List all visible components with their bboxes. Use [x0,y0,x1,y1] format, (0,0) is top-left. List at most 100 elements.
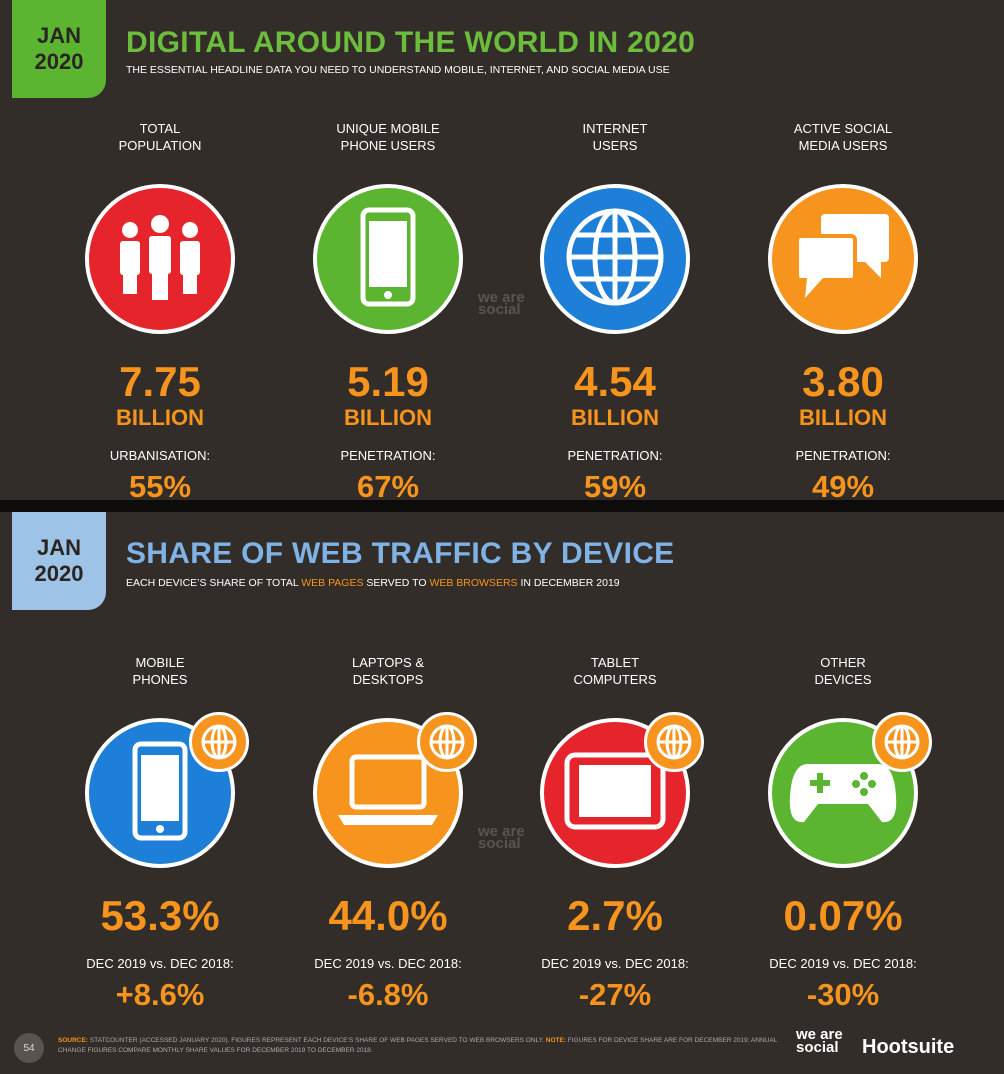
stat-card: TOTAL POPULATION 7.75 BILLION URBANISATION: 5… [50,120,270,504]
globe-badge [872,712,932,772]
icon-shape [180,240,200,275]
icon-shape [132,741,188,840]
stat-value: 53.3% [100,892,220,939]
icon-circle [768,712,932,868]
stat-unit: BILLION [799,405,887,430]
icon-shape [795,213,889,298]
icon-shape [795,213,889,298]
stat-note-value: 55% [128,469,192,504]
globe-badge [189,712,249,772]
subtitle-part: EACH DEVICE’S SHARE OF TOTAL [126,577,302,589]
icon-circle [85,712,249,868]
icon-shape [384,290,392,299]
logo-we-are-social: we are social [796,1026,843,1056]
stat-unit: BILLION [116,405,204,430]
panel-title: DIGITAL AROUND THE WORLD IN 2020 [126,26,696,59]
icon-circle [313,712,477,868]
icon-shape [156,824,164,833]
icon-shape [369,220,407,287]
icon-shape [183,271,197,294]
source-text: STATCOUNTER (ACCESSED JANUARY 2020). FIG… [87,1037,546,1044]
icon-shape [141,754,179,821]
icon-shape [132,741,188,840]
stat-label-line: MEDIA USERS [798,138,888,153]
watermark: we are social [478,289,525,318]
divider [0,500,1004,512]
icon-shape [338,754,438,825]
icon-shape [120,214,200,300]
stat-card: MOBILE PHONES 53.3% DEC 2019 vs. DEC 2018: +… [50,654,270,1012]
icon-shape [123,271,137,294]
icon-circle [85,184,235,334]
stat-unit: BILLION [571,405,659,430]
traffic-panel: JAN 2020 SHARE OF WEB TRAFFIC BY DEVICE EAC… [0,512,1004,1074]
icon-shape [789,763,897,822]
stat-note: DEC 2019 vs. DEC 2018: [86,956,234,971]
stat-label-line: DESKTOPS [352,672,424,687]
headline-panel: JAN 2020 DIGITAL AROUND THE WORLD IN 2020 T… [0,0,1004,504]
stat-note-value: -30% [806,977,880,1012]
stat-value: 5.19 [347,358,429,405]
stat-card: ACTIVE SOCIAL MEDIA USERS 3.80 BILLION PENET… [733,120,953,504]
icon-circle [768,184,918,334]
icon-shape [151,214,169,233]
icon-shape [579,764,651,817]
stat-note-value: +8.6% [115,977,205,1012]
stat-note: PENETRATION: [795,448,891,463]
icon-shape [566,208,664,305]
note-label: NOTE: [545,1037,566,1044]
panel-title: SHARE OF WEB TRAFFIC BY DEVICE [126,537,675,570]
icon-shape [884,724,920,760]
icon [336,751,440,836]
stat-value: 44.0% [328,892,448,939]
globe-badge [644,712,704,772]
subtitle-part: WEB BROWSERS [429,577,518,589]
source-note: SOURCE: STATCOUNTER (ACCESSED JANUARY 20… [58,1036,788,1056]
icon [788,756,898,831]
stat-label: MOBILE PHONES [50,654,270,688]
icon-shape [149,235,171,274]
stat-label-line: TOTAL [139,121,181,136]
icon-shape [360,207,416,306]
stat-label-line: UNIQUE MOBILE [336,121,440,136]
date-badge: JAN 2020 [12,512,106,610]
stat-label: ACTIVE SOCIAL MEDIA USERS [733,120,953,154]
icon-shape [789,763,897,822]
stat-label-line: OTHER [820,655,866,670]
stat-card: INTERNET USERS 4.54 BILLION PENETRATION: 59% [505,120,725,504]
footer: 54 SOURCE: STATCOUNTER (ACCESSED JANUARY… [0,1024,1004,1074]
stat-unit: BILLION [344,405,432,430]
icon-shape [182,221,198,238]
icon-shape [201,724,237,760]
stat-label-line: DEVICES [814,672,872,687]
stat-value: 3.80 [802,358,884,405]
icon-shape [884,724,920,760]
icon-shape [201,724,237,760]
icon-shape [656,724,692,760]
icon-shape [338,814,438,825]
note-text: FIGURES FOR DEVICE SHARE ARE FOR DECEMBE… [58,1037,778,1054]
subtitle-part: THE ESSENTIAL HEADLINE DATA YOU NEED TO … [126,64,670,76]
stat-note: DEC 2019 vs. DEC 2018: [541,956,689,971]
stat-label-line: INTERNET [582,121,648,136]
logo-hootsuite: Hootsuite [862,1036,955,1058]
icon-shape [566,208,664,305]
icon [563,205,667,314]
stat-label: OTHER DEVICES [733,654,953,688]
stat-value: 0.07% [783,892,903,939]
stat-label-line: COMPUTERS [573,672,657,687]
icon-shape [429,724,465,760]
stat-note: DEC 2019 vs. DEC 2018: [314,956,462,971]
subtitle-part: WEB PAGES [301,577,364,589]
stat-label-line: PHONE USERS [340,138,436,153]
stat-label: UNIQUE MOBILE PHONE USERS [278,120,498,154]
stat-label-line: POPULATION [118,138,202,153]
stat-note: PENETRATION: [567,448,663,463]
icon-shape [795,233,857,282]
stat-note: URBANISATION: [109,448,211,463]
stat-label-line: ACTIVE SOCIAL [793,121,893,136]
icon [110,212,210,307]
icon-circle [313,184,463,334]
icon-shape [810,771,876,796]
